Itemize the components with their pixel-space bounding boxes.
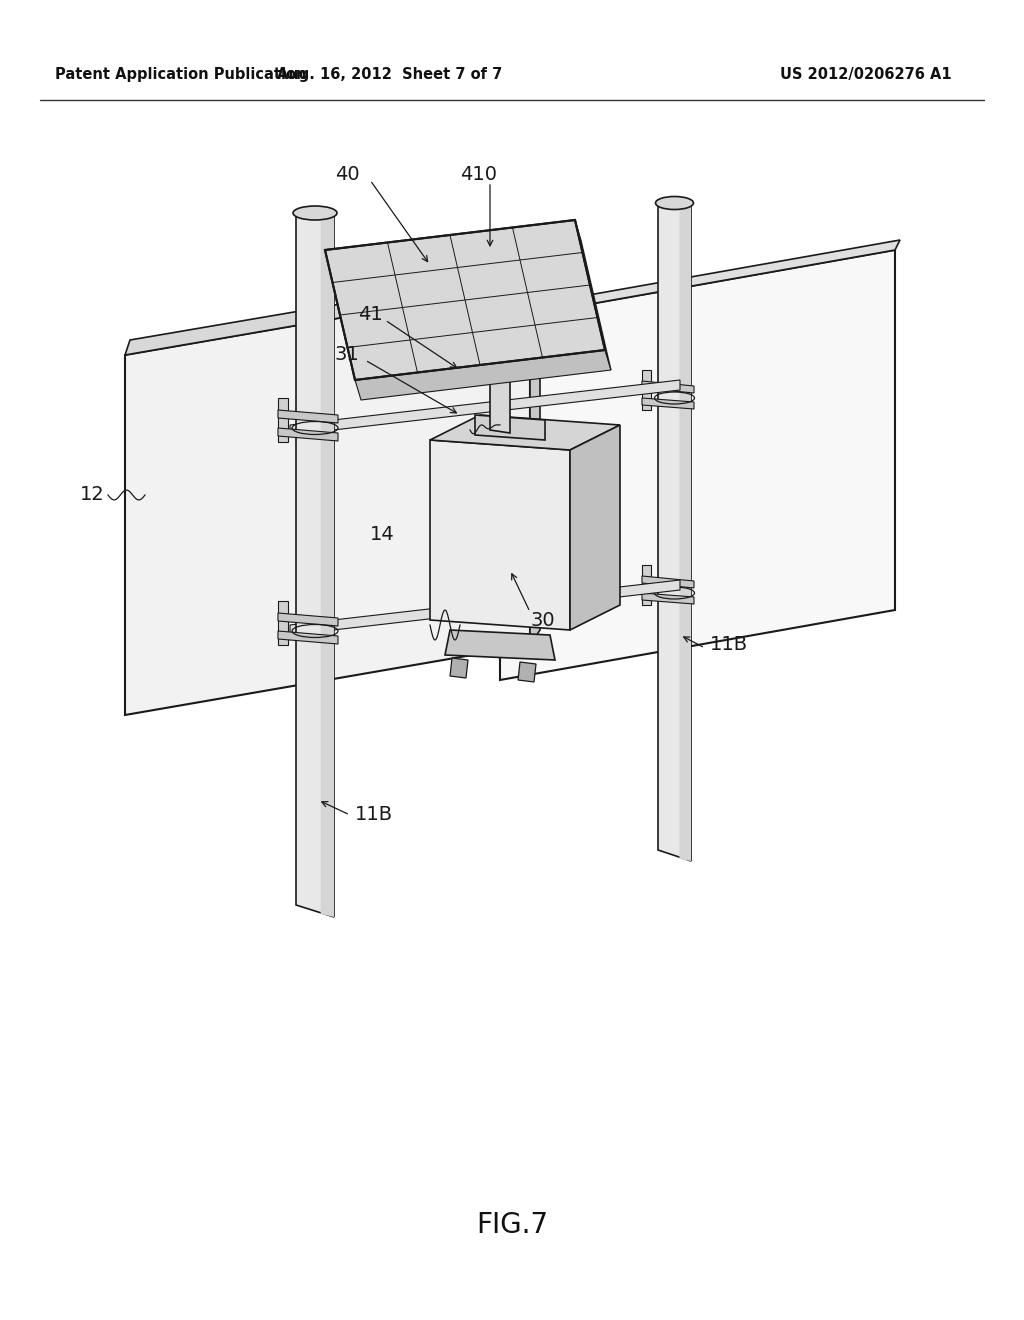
Polygon shape [296,210,334,917]
Polygon shape [290,380,680,436]
Polygon shape [642,370,651,411]
Polygon shape [642,381,694,393]
Polygon shape [575,220,611,370]
Polygon shape [680,205,691,861]
Polygon shape [445,630,555,660]
Polygon shape [570,425,620,630]
Polygon shape [125,285,530,715]
Polygon shape [125,271,540,355]
Text: 31: 31 [335,346,359,364]
Text: FIG.7: FIG.7 [476,1210,548,1239]
Polygon shape [430,440,570,630]
Ellipse shape [293,206,337,220]
Polygon shape [642,565,651,605]
Polygon shape [658,201,691,861]
Text: 12: 12 [80,486,104,504]
Text: 14: 14 [370,525,394,544]
Text: 30: 30 [530,610,555,630]
Text: 11B: 11B [710,635,749,655]
Text: Aug. 16, 2012  Sheet 7 of 7: Aug. 16, 2012 Sheet 7 of 7 [278,67,503,82]
Polygon shape [278,428,338,441]
Text: 11B: 11B [355,805,393,825]
Polygon shape [642,593,694,605]
Text: 40: 40 [335,165,359,185]
Polygon shape [321,215,334,917]
Polygon shape [430,414,620,450]
Polygon shape [450,657,468,678]
Polygon shape [278,399,288,442]
Polygon shape [325,220,605,380]
Polygon shape [278,411,338,422]
Text: Patent Application Publication: Patent Application Publication [55,67,306,82]
Polygon shape [278,601,288,645]
Polygon shape [490,337,510,433]
Text: 41: 41 [358,305,383,325]
Polygon shape [355,350,611,400]
Polygon shape [518,663,536,682]
Polygon shape [475,414,545,440]
Polygon shape [642,399,694,409]
Polygon shape [278,631,338,644]
Polygon shape [500,240,900,319]
Polygon shape [500,249,895,680]
Polygon shape [470,333,530,352]
Text: 410: 410 [460,165,497,185]
Polygon shape [290,579,680,635]
Ellipse shape [655,197,693,210]
Polygon shape [278,612,338,626]
Polygon shape [530,271,540,645]
Polygon shape [642,576,694,587]
Text: US 2012/0206276 A1: US 2012/0206276 A1 [780,67,951,82]
